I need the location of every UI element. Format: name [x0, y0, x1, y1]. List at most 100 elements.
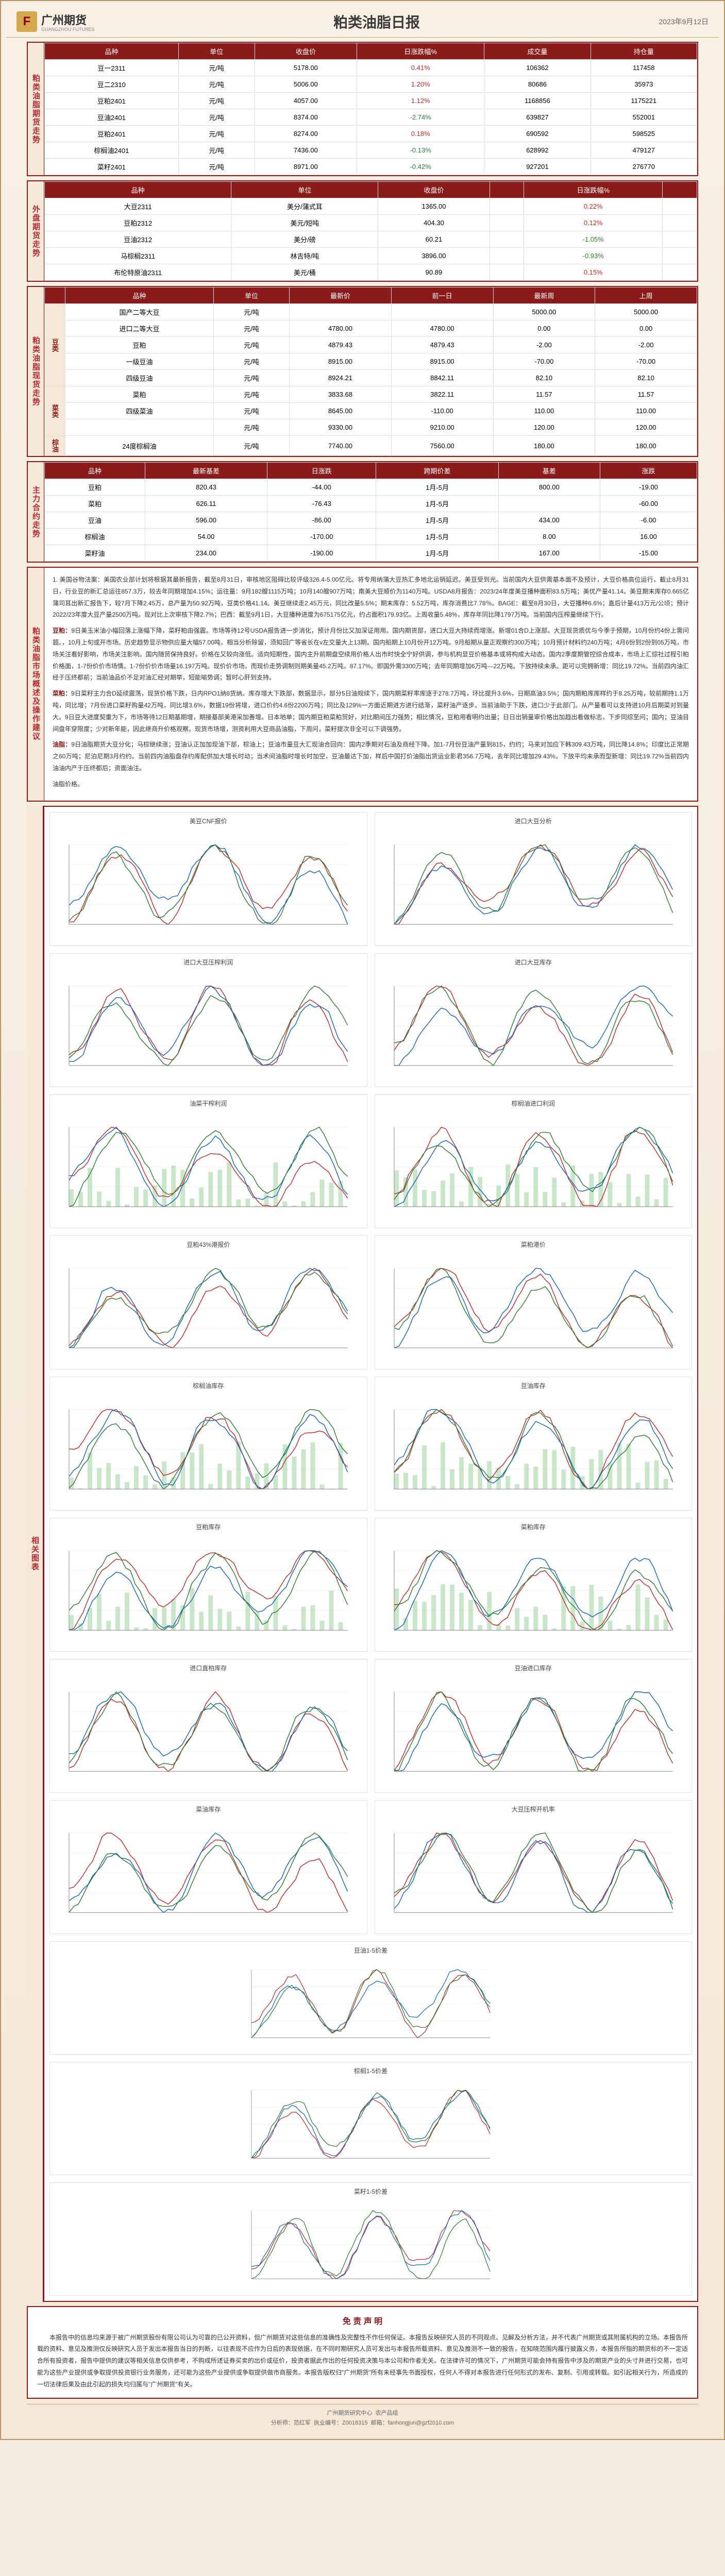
rapemeal-text: 9日菜籽主力合D延续震荡，现货价格下跌，日内RPO1纳8货纳。库存增大下跌部，数…: [53, 690, 689, 732]
cell: 7560.00: [391, 436, 493, 456]
cell: 元/吨: [178, 93, 255, 109]
company-name: 广州期货: [41, 11, 95, 28]
cell: 菜粕: [45, 496, 145, 512]
chart-panel: 进口大豆分析: [375, 812, 693, 946]
cell: 0.18%: [357, 126, 484, 142]
cell: -2.00: [493, 337, 595, 353]
chart-title: 菜粕库存: [379, 1522, 688, 1531]
chart-canvas: [54, 1392, 363, 1506]
disclaimer-title: 免 责 声 明: [37, 2314, 688, 2327]
table-row: 豆二2310元/吨5006.001.20%8068635973: [45, 76, 697, 93]
cell: 棕榈油: [45, 529, 145, 545]
cell: 234.00: [145, 545, 267, 562]
chart-canvas: [54, 969, 363, 1083]
chart-panel: 进口大豆库存: [375, 953, 693, 1087]
charts-grid: 美豆CNF报价进口大豆分析进口大豆压榨利润进口大豆库存油菜干榨利润棕榈油进口利润…: [43, 806, 698, 2302]
chart-canvas: [54, 2198, 687, 2292]
cell: -1.05%: [524, 231, 663, 248]
cell: 1月-5月: [376, 479, 498, 496]
cell: 1168856: [484, 93, 591, 109]
cell: 4780.00: [290, 320, 392, 337]
table2-label: 外盘期货走势: [28, 181, 44, 281]
cell: 8374.00: [255, 109, 357, 126]
cell: 1月-5月: [376, 496, 498, 512]
chart-title: 菜粕港价: [379, 1240, 688, 1249]
cell: [498, 496, 600, 512]
cell: -2.00: [595, 337, 697, 353]
oil-title: 油脂：: [53, 741, 71, 748]
spot-table-section: 粕类油脂现货走势 品种单位最新价前一日最新周上周 豆类国产二等大豆元/吨5000…: [27, 286, 698, 457]
cell: [290, 304, 392, 320]
cell: 180.00: [595, 436, 697, 456]
company-en: GUANGZHOU FUTURES: [41, 27, 95, 32]
cell: [663, 215, 697, 231]
col-header: 日涨跌幅%: [524, 182, 663, 198]
report-date: 2023年9月12日: [659, 16, 709, 27]
page-root: 广州期货 GUANGZHOU FUTURES 粕类油脂日报 2023年9月12日…: [0, 0, 725, 2440]
table-row: 一级豆油元/吨8915.008915.00-70.00-70.00: [45, 353, 697, 370]
cell: 800.00: [498, 479, 600, 496]
chart-canvas: [379, 1392, 688, 1506]
cell: 棕榈油2401: [45, 142, 179, 159]
footer-org: 广州期货研究中心: [327, 2410, 372, 2416]
chart-panel: 豆油1-5价差: [49, 1941, 692, 2055]
cell: 54.00: [145, 529, 267, 545]
chart-canvas: [54, 1816, 363, 1930]
cell: 豆油2312: [45, 231, 231, 248]
cell: 大豆2311: [45, 198, 231, 215]
cell: 60.21: [378, 231, 490, 248]
category-cell: 菜类: [45, 386, 65, 436]
cell: 豆粕: [45, 479, 145, 496]
col-header: 单位: [231, 182, 378, 198]
table-row: 豆油2312美分/磅60.21-1.05%: [45, 231, 697, 248]
col-header: 单位: [178, 43, 255, 60]
cell: 4780.00: [391, 320, 493, 337]
cell: -86.00: [267, 512, 376, 529]
cell: 元/吨: [213, 370, 289, 386]
table-row: 进口二等大豆元/吨4780.004780.000.000.00: [45, 320, 697, 337]
footer-license: 执业编号：Z0018315: [314, 2420, 368, 2426]
col-header: [45, 287, 65, 304]
cell: 1365.00: [378, 198, 490, 215]
chart-title: 豆油进口库存: [379, 1664, 688, 1672]
chart-panel: 豆油库存: [375, 1377, 693, 1511]
cell: 11.57: [595, 386, 697, 403]
chart-title: 进口直柏库存: [54, 1664, 363, 1672]
cell: 菜粕: [65, 386, 214, 403]
chart-canvas: [54, 2077, 687, 2171]
cell: [663, 198, 697, 215]
charts-section: 相关图表 美豆CNF报价进口大豆分析进口大豆压榨利润进口大豆库存油菜干榨利润棕榈…: [27, 806, 698, 2302]
table4-label: 主力合约走势: [28, 462, 44, 562]
cell: 0.15%: [524, 264, 663, 281]
chart-title: 棕榈油进口利润: [379, 1099, 688, 1108]
cell: 进口二等大豆: [65, 320, 214, 337]
cell: -60.00: [600, 496, 697, 512]
chart-canvas: [379, 1674, 688, 1789]
col-header: [490, 182, 524, 198]
cell: 1月-5月: [376, 545, 498, 562]
chart-canvas: [379, 1816, 688, 1930]
cell: 9210.00: [391, 419, 493, 436]
chart-title: 豆粕库存: [54, 1522, 363, 1531]
cell: 180.00: [493, 436, 595, 456]
chart-title: 菜油库存: [54, 1805, 363, 1814]
chart-title: 美豆CNF报价: [54, 817, 363, 825]
table-row: 豆类国产二等大豆元/吨5000.005000.00: [45, 304, 697, 320]
cell: -44.00: [267, 479, 376, 496]
cell: 628992: [484, 142, 591, 159]
chart-title: 进口大豆压榨利润: [54, 958, 363, 967]
chart-canvas: [54, 827, 363, 942]
table-row: 豆油2401元/吨8374.00-2.74%639827552001: [45, 109, 697, 126]
cell: 5000.00: [493, 304, 595, 320]
category-cell: 棕油: [45, 436, 65, 456]
table-row: 棕榈油54.00-170.001月-5月8.0016.00: [45, 529, 697, 545]
cell: 110.00: [595, 403, 697, 419]
table-row: 豆粕2401元/吨8274.000.18%690592598525: [45, 126, 697, 142]
summary-label: 粕类油脂市场概述及操作建议: [28, 568, 44, 801]
cell: 35973: [591, 76, 697, 93]
chart-canvas: [54, 1110, 363, 1224]
cell: 1月-5月: [376, 529, 498, 545]
cell: 1.20%: [357, 76, 484, 93]
cell: 四级菜油: [65, 403, 214, 419]
chart-canvas: [54, 1251, 363, 1365]
